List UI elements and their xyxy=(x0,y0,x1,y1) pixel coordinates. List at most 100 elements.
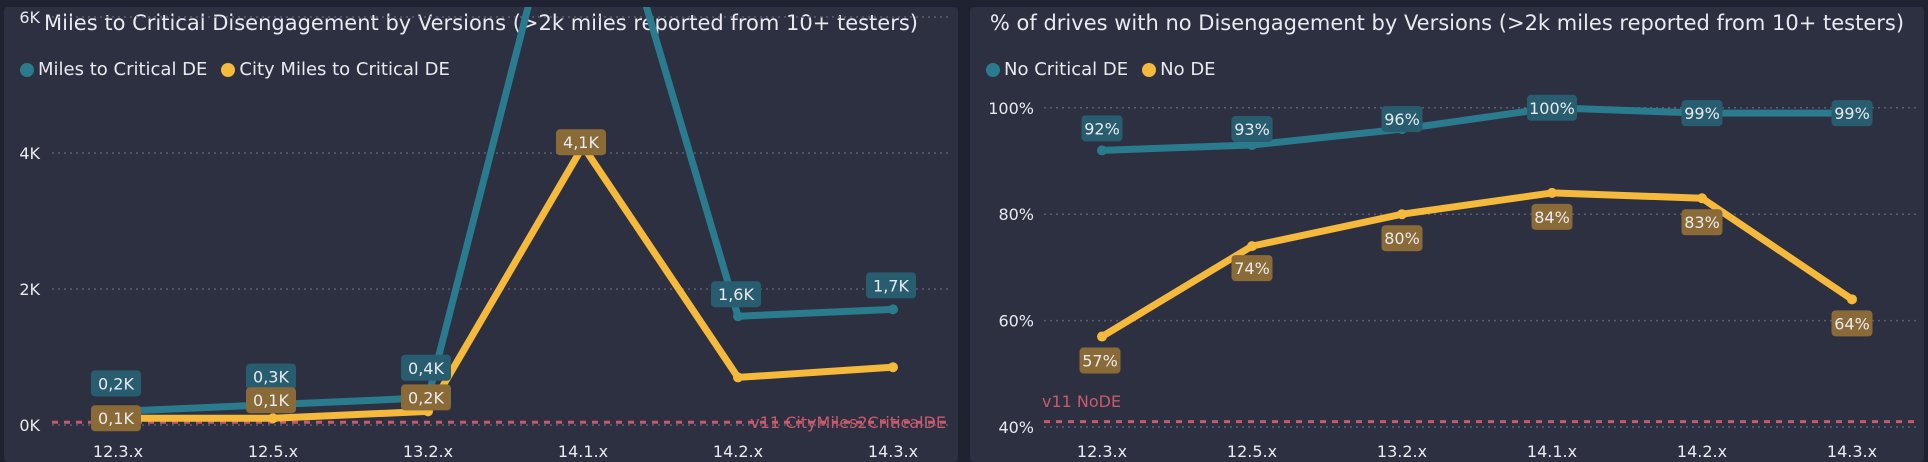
data-label-background xyxy=(401,354,451,381)
x-tick-label: 13.2.x xyxy=(403,442,453,461)
data-label: 1,7K xyxy=(866,272,916,299)
data-label: 80% xyxy=(1381,225,1423,252)
line-chart-plot: 0K2K4K6K8K12.3.x12.5.x13.2.x14.1.x14.2.x… xyxy=(19,7,952,461)
series-line xyxy=(114,7,897,415)
legend-swatch xyxy=(986,62,1000,77)
y-tick-label: 4K xyxy=(19,144,40,163)
data-label-text: 0,4K xyxy=(408,359,444,378)
data-label: 0,2K xyxy=(91,370,141,397)
data-label-background xyxy=(401,384,451,411)
data-label-text: 0,1K xyxy=(98,409,134,428)
legend-swatch xyxy=(221,62,236,77)
x-tick-label: 14.1.x xyxy=(558,442,608,461)
x-tick-label: 12.3.x xyxy=(1077,442,1127,461)
data-label: 99% xyxy=(1831,100,1873,127)
data-label: 93% xyxy=(1231,116,1273,143)
legend-item[interactable]: No Critical DE xyxy=(986,59,1128,80)
x-tick-label: 14.3.x xyxy=(868,442,918,461)
x-tick-label: 14.1.x xyxy=(1527,442,1577,461)
data-label: 96% xyxy=(1381,106,1423,133)
data-point xyxy=(888,362,898,373)
data-label-text: 1,7K xyxy=(873,276,909,295)
x-tick-label: 12.5.x xyxy=(1227,442,1277,461)
y-tick-label: 40% xyxy=(998,418,1034,437)
data-label-text: 84% xyxy=(1534,208,1570,227)
x-tick-label: 12.5.x xyxy=(248,442,298,461)
data-label: 0,1K xyxy=(246,387,296,414)
data-point xyxy=(733,311,743,322)
chart-title: % of drives with no Disengagement by Ver… xyxy=(989,11,1905,35)
data-point xyxy=(1547,187,1557,198)
legend-item[interactable]: Miles to Critical DE xyxy=(20,59,207,80)
chart-legend: No Critical DE No DE xyxy=(986,59,1216,80)
data-label: 84% xyxy=(1531,203,1573,230)
data-label: 83% xyxy=(1681,209,1723,236)
line-chart-plot: 40% 60% 80% 100% 12.3.x 12.5.x 13.2.x 14.1.x 14.… xyxy=(988,94,1918,461)
data-label: 100% xyxy=(1527,94,1577,121)
data-label-background xyxy=(246,363,296,390)
data-point xyxy=(1247,140,1257,151)
data-point xyxy=(888,304,898,315)
data-label-background xyxy=(1231,255,1273,282)
y-tick-label: 6K xyxy=(19,8,40,27)
series-line xyxy=(1098,104,1856,154)
data-label-text: 74% xyxy=(1234,259,1270,278)
x-tick-label: 13.2.x xyxy=(1377,442,1427,461)
data-point xyxy=(1097,331,1107,342)
x-tick-label: 14.3.x xyxy=(1827,442,1877,461)
data-label-background xyxy=(1681,100,1723,127)
data-label-text: 99% xyxy=(1684,104,1720,123)
y-tick-label: 0K xyxy=(19,416,40,435)
data-label-text: 0,3K xyxy=(253,368,289,387)
legend-label: No DE xyxy=(1160,59,1216,80)
data-label-text: 83% xyxy=(1684,213,1720,232)
legend-label: Miles to Critical DE xyxy=(38,59,208,80)
x-tick-label: 14.2.x xyxy=(713,442,763,461)
data-label-text: 80% xyxy=(1384,229,1420,248)
data-label: 0,3K xyxy=(246,363,296,390)
data-label-background xyxy=(1079,347,1121,374)
x-tick-label: 14.2.x xyxy=(1677,442,1727,461)
data-label-background xyxy=(1231,116,1273,143)
data-label-background xyxy=(91,370,141,397)
data-point xyxy=(733,372,743,383)
data-label-background xyxy=(1531,203,1573,230)
series-line xyxy=(114,142,897,422)
chart-legend: Miles to Critical DE City Miles to Criti… xyxy=(20,59,450,80)
data-label: 57% xyxy=(1079,347,1121,374)
data-label: 1,6K xyxy=(711,281,761,308)
data-label-text: 0,1K xyxy=(253,391,289,410)
data-label-text: 100% xyxy=(1529,99,1575,118)
data-label: 74% xyxy=(1231,255,1273,282)
legend-label: No Critical DE xyxy=(1004,59,1129,80)
data-point xyxy=(1097,145,1107,156)
data-label-text: 64% xyxy=(1834,314,1870,333)
series-line xyxy=(1098,189,1856,341)
chart-panel-miles-to-critical-de: Miles to Critical Disengagement by Versi… xyxy=(4,7,958,462)
chart-title: Miles to Critical Disengagement by Versi… xyxy=(44,11,918,35)
data-point xyxy=(1697,193,1707,204)
data-label-background xyxy=(1831,310,1873,337)
data-label-text: 0,2K xyxy=(408,388,444,407)
legend-swatch xyxy=(1142,62,1157,77)
chart-panel-no-disengagement: % of drives with no Disengagement by Ver… xyxy=(970,7,1924,462)
data-point xyxy=(1247,241,1257,252)
data-label: 99% xyxy=(1681,100,1723,127)
legend-item[interactable]: No DE xyxy=(1142,59,1216,80)
legend-item[interactable]: City Miles to Critical DE xyxy=(221,59,450,80)
data-label: 0,1K xyxy=(91,405,141,432)
data-label: 92% xyxy=(1081,115,1123,142)
data-label-background xyxy=(1831,100,1873,127)
data-label: 4,1K xyxy=(556,129,606,156)
data-point xyxy=(268,413,278,424)
y-tick-label: 2K xyxy=(19,280,40,299)
data-label-text: 4,1K xyxy=(563,133,599,152)
y-tick-label: 60% xyxy=(998,312,1034,331)
y-tick-label: 80% xyxy=(998,205,1034,224)
data-label-background xyxy=(1381,225,1423,252)
data-label-text: 96% xyxy=(1384,110,1420,129)
data-point xyxy=(1397,209,1407,220)
data-label: 0,2K xyxy=(401,384,451,411)
reference-line-label: v11 CityMiles2CriticalDE xyxy=(750,413,946,432)
data-label-text: 1,6K xyxy=(718,285,754,304)
